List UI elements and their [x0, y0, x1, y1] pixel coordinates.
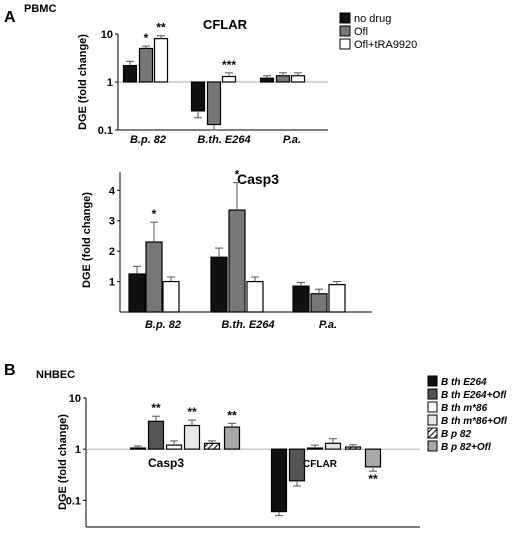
y-axis-title: DGE (fold change)	[81, 192, 93, 288]
bar	[364, 448, 382, 468]
chart-title: Casp3	[237, 171, 279, 187]
bar	[246, 280, 264, 313]
bar	[190, 81, 206, 112]
legend-label: Ofl	[354, 26, 368, 38]
significance-marker: **	[368, 472, 378, 486]
significance-marker: **	[187, 405, 197, 419]
y-tick-label: 10	[101, 29, 113, 41]
legend-label-species: B th	[441, 377, 460, 388]
y-tick-label: 1	[75, 444, 81, 456]
legend-label-species: B th	[441, 390, 460, 401]
legend-swatch	[427, 375, 438, 387]
significance-marker: *	[144, 31, 149, 45]
legend-swatch	[427, 440, 438, 452]
bar	[162, 280, 180, 313]
legend-label-strain: 82	[457, 429, 471, 440]
bar	[203, 442, 221, 450]
category-label: P.a.	[283, 134, 301, 146]
y-tick-label: 10	[69, 393, 81, 405]
bar	[128, 273, 146, 313]
bar	[183, 424, 201, 450]
legend-label: B th m*86+Ofl	[441, 416, 507, 427]
y-tick-label: 1	[109, 277, 115, 289]
legend-swatch	[339, 25, 351, 37]
bar	[138, 47, 154, 83]
y-tick-label: 2	[109, 246, 115, 258]
chart-title: CFLAR	[203, 17, 248, 32]
bar	[221, 75, 237, 83]
legend-label: Ofl+tRA9920	[354, 39, 417, 51]
panel-b-letter: B	[4, 362, 16, 379]
legend-label-strain: m*86+Ofl	[460, 416, 507, 427]
bar	[344, 446, 362, 450]
bar	[290, 75, 306, 83]
category-label: P.a.	[319, 319, 337, 331]
category-label: B.th. E264	[221, 319, 274, 331]
y-tick-label: 1	[107, 77, 113, 89]
y-tick-label: 4	[109, 185, 116, 197]
bar	[122, 64, 138, 83]
category-label: Casp3	[148, 456, 184, 470]
legend-label-strain: E264	[460, 377, 487, 388]
bar	[270, 448, 288, 513]
significance-marker: *	[152, 207, 157, 221]
category-label: B.p. 82	[145, 319, 181, 331]
category-label: B.p. 82	[130, 134, 166, 146]
legend-label: B th E264	[441, 377, 487, 388]
bar	[292, 285, 310, 313]
panel-b-cell-label: NHBEC	[36, 369, 75, 381]
bar	[147, 420, 165, 450]
bar	[310, 293, 328, 313]
significance-marker: **	[151, 401, 161, 415]
bar	[324, 442, 342, 450]
legend-label: B th m*86	[441, 403, 488, 414]
bar	[145, 241, 163, 313]
legend-label: no drug	[354, 13, 391, 25]
category-label: CFLAR	[303, 459, 338, 470]
legend-label-species: B p	[441, 442, 457, 453]
legend-label-species: B p	[441, 429, 457, 440]
bar	[223, 426, 241, 450]
legend-label-strain: E264+Ofl	[460, 390, 506, 401]
legend-swatch	[339, 12, 351, 24]
bar	[210, 256, 228, 313]
bar	[275, 75, 291, 83]
significance-marker: ***	[222, 58, 236, 72]
legend-label-strain: 82+Ofl	[457, 442, 491, 453]
legend-label-strain: m*86	[460, 403, 487, 414]
bar	[165, 444, 183, 450]
y-axis-title: DGE (fold change)	[57, 414, 69, 510]
legend-swatch	[427, 388, 438, 400]
significance-marker: **	[227, 408, 237, 422]
bar	[259, 77, 275, 83]
legend-swatch	[427, 414, 438, 426]
bar	[129, 447, 147, 450]
legend-label-species: B th	[441, 416, 460, 427]
panel-a-letter: A	[4, 9, 16, 26]
category-label: B.th. E264	[197, 134, 250, 146]
y-tick-label: 3	[109, 216, 115, 228]
significance-marker: **	[156, 21, 166, 35]
legend-swatch	[427, 427, 438, 439]
y-tick-label: 0.1	[66, 495, 81, 507]
y-tick-label: 0.1	[98, 125, 113, 137]
legend-label: B p 82	[441, 429, 471, 440]
bar	[153, 38, 169, 83]
legend-label: B p 82+Ofl	[441, 442, 491, 453]
bar	[228, 209, 246, 313]
bar	[206, 81, 222, 126]
legend-swatch	[427, 401, 438, 413]
legend-label: B th E264+Ofl	[441, 390, 507, 401]
legend-swatch	[339, 38, 351, 50]
legend-label-species: B th	[441, 403, 460, 414]
y-axis-title: DGE (fold change)	[77, 34, 89, 130]
panel-a-cell-label: PBMC	[24, 3, 56, 15]
bar	[306, 447, 324, 450]
significance-marker: *	[235, 168, 240, 182]
bar	[328, 284, 346, 313]
